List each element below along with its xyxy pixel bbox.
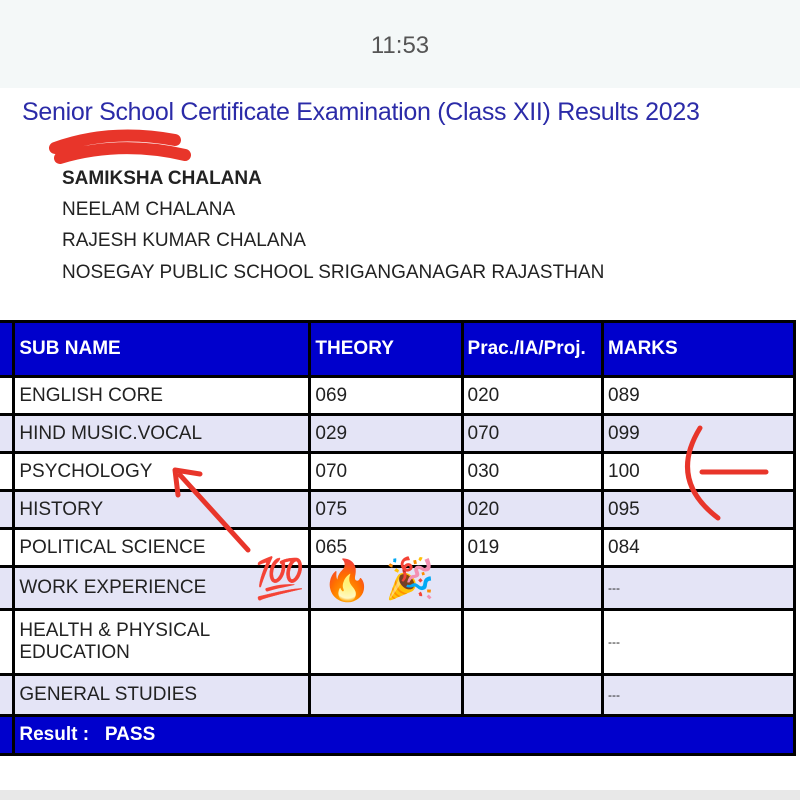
status-time: 11:53 <box>370 32 430 59</box>
table-row: POLITICAL SCIENCE 065 019 084 <box>0 527 796 568</box>
table-row: HIND MUSIC.VOCAL 029 070 099 <box>0 413 796 454</box>
subject-name: WORK EXPERIENCE <box>12 565 312 611</box>
total-marks: 084 <box>601 527 796 568</box>
father-name: RAJESH KUMAR CHALANA <box>62 230 306 251</box>
header-sub-name: SUB NAME <box>12 320 312 378</box>
theory-marks <box>308 608 464 676</box>
school-name: NOSEGAY PUBLIC SCHOOL SRIGANGANAGAR RAJA… <box>62 262 605 283</box>
mother-name: NEELAM CHALANA <box>62 199 236 220</box>
practical-marks: 030 <box>460 451 605 492</box>
practical-marks: 019 <box>460 527 605 568</box>
result-row: Result : PASS <box>0 714 796 756</box>
arrow-annotation <box>172 467 251 553</box>
practical-marks <box>460 608 605 676</box>
total-marks: --- <box>601 565 796 611</box>
header-theory: THEORY <box>308 320 464 378</box>
theory-marks <box>308 565 464 611</box>
result-value: PASS <box>104 724 156 745</box>
party-popper-icon: 🎉 <box>385 557 435 601</box>
table-row: HISTORY 075 020 095 <box>0 489 796 530</box>
table-row: PSYCHOLOGY 070 030 100 <box>0 451 796 492</box>
bracket-annotation <box>685 425 721 521</box>
result-label: Result : <box>19 724 90 745</box>
theory-marks: 029 <box>308 413 464 454</box>
header-practical: Prac./IA/Proj. <box>460 320 605 378</box>
bottom-bar <box>0 790 800 800</box>
total-marks: --- <box>601 608 796 676</box>
subject-name: POLITICAL SCIENCE <box>12 527 312 568</box>
table-header: SUB NAME THEORY Prac./IA/Proj. MARKS <box>0 320 796 378</box>
theory-marks: 075 <box>308 489 464 530</box>
table-row: HEALTH & PHYSICAL EDUCATION --- <box>0 608 796 676</box>
theory-marks: 069 <box>308 375 464 416</box>
subject-name: PSYCHOLOGY <box>12 451 312 492</box>
total-marks: --- <box>601 673 796 717</box>
practical-marks: 070 <box>460 413 605 454</box>
table-row: WORK EXPERIENCE --- <box>0 565 796 611</box>
practical-marks: 020 <box>460 489 605 530</box>
subject-name: HIND MUSIC.VOCAL <box>12 413 312 454</box>
marks-table: SUB NAME THEORY Prac./IA/Proj. MARKS ENG… <box>0 320 796 756</box>
hundred-points-icon: 💯 <box>255 557 305 601</box>
header-marks: MARKS <box>601 320 796 378</box>
theory-marks: 070 <box>308 451 464 492</box>
subject-name: GENERAL STUDIES <box>12 673 312 717</box>
practical-marks <box>460 673 605 717</box>
practical-marks: 020 <box>460 375 605 416</box>
theory-marks: 065 <box>308 527 464 568</box>
candidate-name: SAMIKSHA CHALANA <box>62 168 262 189</box>
fire-icon: 🔥 <box>322 559 372 603</box>
subject-name: ENGLISH CORE <box>12 375 312 416</box>
theory-marks <box>308 673 464 717</box>
subject-name: HISTORY <box>12 489 312 530</box>
practical-marks <box>460 565 605 611</box>
total-marks: 089 <box>601 375 796 416</box>
page-title: Senior School Certificate Examination (C… <box>22 98 700 126</box>
table-row: ENGLISH CORE 069 020 089 <box>0 375 796 416</box>
redaction-scribble <box>49 129 191 164</box>
table-row: GENERAL STUDIES --- <box>0 673 796 717</box>
status-bar: 11:53 <box>0 0 800 88</box>
subject-name: HEALTH & PHYSICAL EDUCATION <box>12 608 312 676</box>
